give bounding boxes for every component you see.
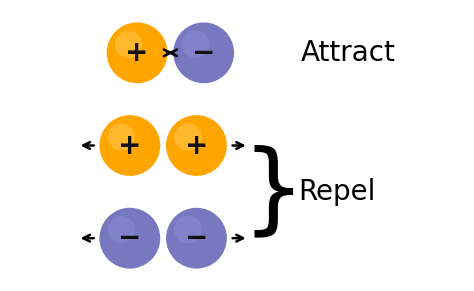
Circle shape [108, 216, 135, 243]
Circle shape [173, 22, 234, 83]
Circle shape [100, 115, 160, 176]
Text: }: } [241, 145, 305, 242]
Circle shape [100, 208, 160, 269]
Circle shape [107, 22, 167, 83]
Circle shape [108, 123, 135, 151]
Circle shape [166, 208, 227, 269]
Circle shape [166, 115, 227, 176]
Text: −: − [192, 39, 215, 67]
Text: Repel: Repel [298, 178, 375, 206]
Text: +: + [118, 132, 142, 159]
Circle shape [182, 31, 209, 58]
Circle shape [174, 216, 201, 243]
Circle shape [174, 123, 201, 151]
Text: +: + [126, 39, 149, 67]
Circle shape [115, 31, 142, 58]
Text: −: − [118, 224, 141, 252]
Text: Attract: Attract [301, 39, 396, 67]
Text: −: − [185, 224, 208, 252]
Text: +: + [185, 132, 208, 159]
